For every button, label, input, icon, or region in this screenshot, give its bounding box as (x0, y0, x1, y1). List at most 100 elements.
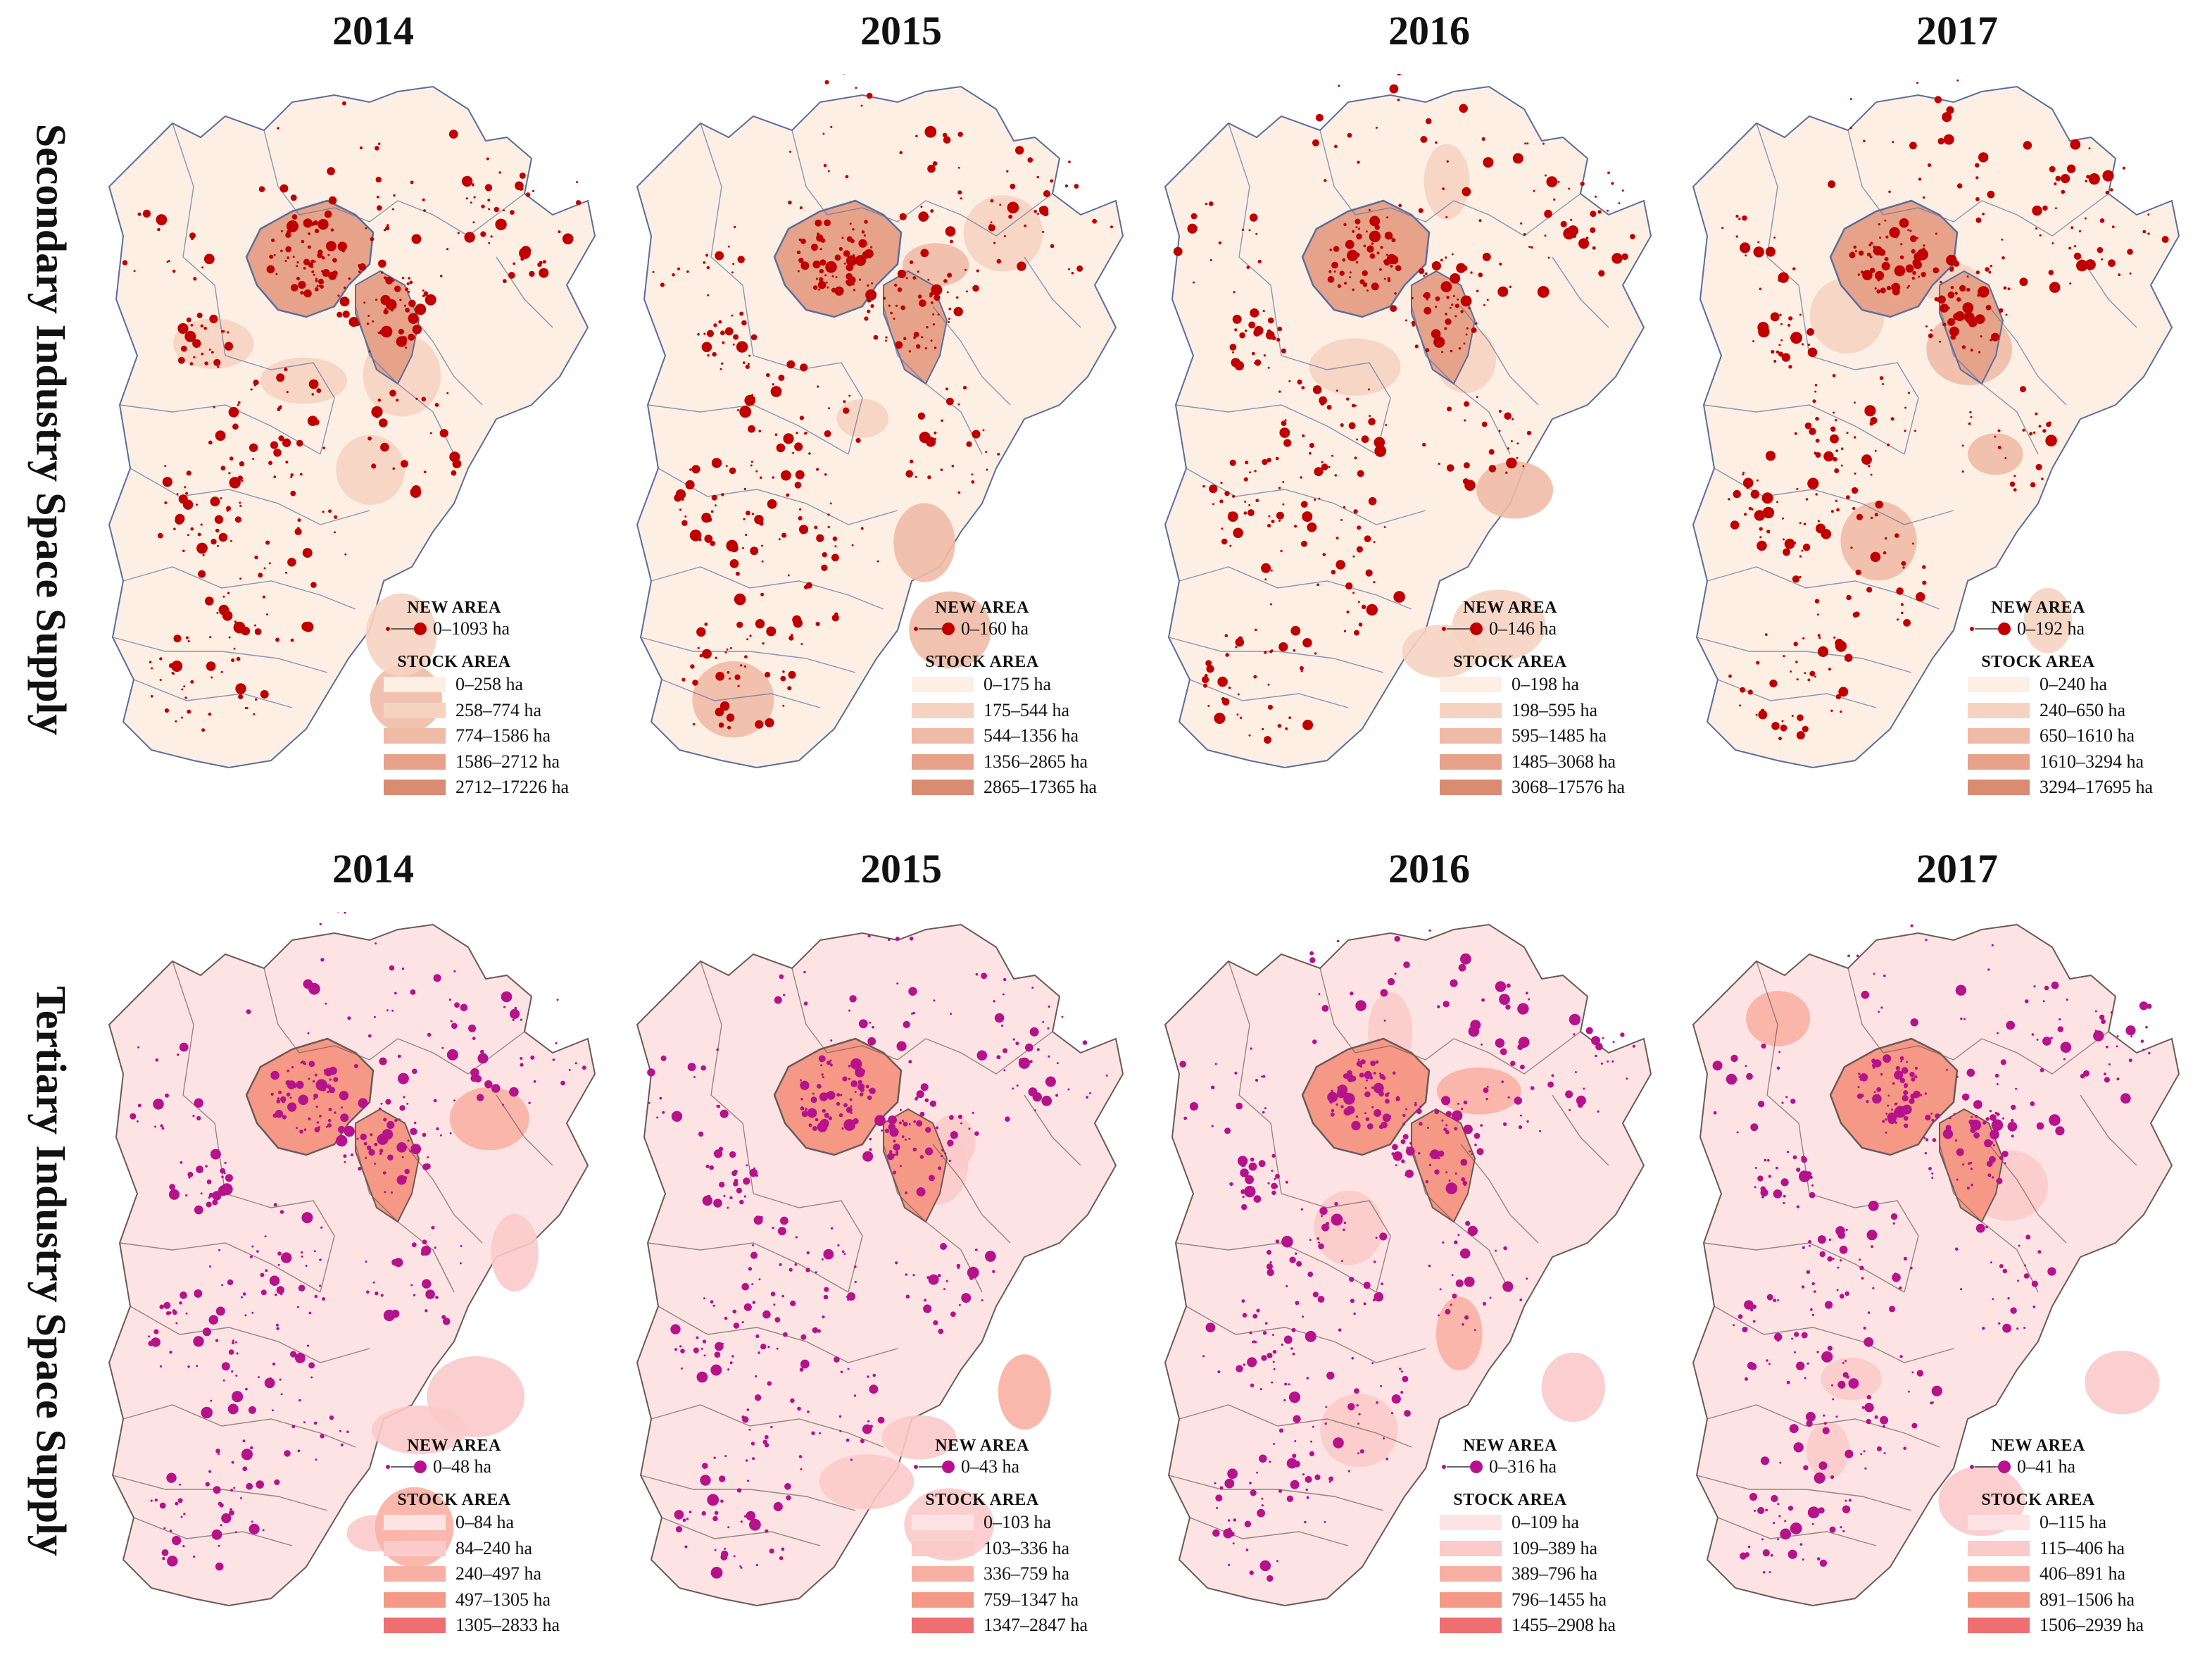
new-area-dot (1316, 1237, 1320, 1240)
new-area-dot (1497, 286, 1509, 297)
new-area-dot (1795, 661, 1798, 663)
new-area-dot (153, 1099, 164, 1110)
new-area-dot (1768, 1175, 1771, 1178)
new-area-dot (934, 431, 937, 434)
new-area-dot (2042, 1000, 2045, 1003)
boundary-line (1281, 355, 1391, 455)
new-area-dot (1956, 297, 1961, 302)
stock-range-label: 0–198 ha (1512, 674, 1580, 695)
new-area-dot (1975, 196, 1980, 201)
stock-swatch (1440, 702, 1502, 718)
new-area-dot (2000, 1059, 2006, 1065)
new-area-dot (1434, 1169, 1440, 1175)
new-area-dot (136, 1120, 139, 1122)
new-area-dot (1394, 292, 1397, 295)
new-area-dot (1922, 565, 1926, 569)
stock-range-label: 175–544 ha (984, 699, 1070, 720)
new-area-dot (460, 1245, 463, 1247)
stock-legend-item: 0–258 ha (384, 672, 644, 698)
new-area-dot (839, 1430, 842, 1432)
new-area-dot (824, 473, 827, 476)
new-area-dot (1264, 736, 1271, 744)
new-area-dot (1937, 295, 1946, 304)
new-area-dot (1819, 1559, 1828, 1567)
new-area-dot (1464, 419, 1466, 422)
new-area-dot (1411, 296, 1414, 299)
new-area-dot (2101, 1019, 2106, 1025)
new-area-dot (749, 634, 752, 637)
new-area-dot (1757, 1101, 1765, 1108)
new-area-dot (336, 1134, 348, 1147)
new-area-dot (1829, 1526, 1836, 1533)
new-area-dot (1916, 592, 1925, 602)
boundary-line (263, 130, 370, 223)
new-area-dot (213, 358, 221, 366)
new-area-dot (837, 1244, 840, 1247)
new-area-dot (862, 1151, 874, 1162)
new-area-dot (1833, 411, 1835, 414)
new-area-dot (1299, 665, 1304, 670)
new-area-dot (169, 1184, 175, 1190)
new-area-dot (441, 1046, 444, 1049)
new-area-dot (1029, 1027, 1039, 1037)
new-area-row: 0–41 ha (1968, 1456, 2212, 1478)
new-area-dot (1249, 1570, 1254, 1575)
new-area-dot (1863, 139, 1866, 143)
new-area-dot (1748, 506, 1752, 511)
new-area-dot (1750, 1123, 1759, 1132)
stock-range-label: 774–1586 ha (455, 725, 551, 746)
new-area-dot (1270, 569, 1273, 572)
new-area-dot (1750, 489, 1760, 499)
new-area-dot (172, 1309, 176, 1313)
new-area-dot (1387, 977, 1395, 986)
new-area-dot (660, 1055, 667, 1061)
new-area-dot (1544, 234, 1547, 237)
new-area-range: 0–316 ha (1489, 1456, 1557, 1477)
new-area-dot (1442, 187, 1445, 191)
new-area-dot (765, 718, 774, 727)
new-area-dot (1502, 1122, 1507, 1127)
new-area-dot (376, 195, 379, 199)
new-area-dot (781, 470, 791, 481)
new-area-dot (1441, 351, 1443, 354)
new-area-dot (228, 636, 231, 639)
new-area-dot (1422, 294, 1425, 297)
new-area-dot (2035, 227, 2037, 230)
dot-size-symbol (386, 1461, 427, 1473)
stock-swatch (912, 1540, 974, 1556)
new-area-dot (1304, 1520, 1307, 1524)
new-area-dot (1038, 206, 1043, 211)
new-area-dot (729, 677, 731, 680)
new-area-dot (508, 272, 515, 279)
boundary-line (1411, 1144, 1511, 1293)
new-area-dot (270, 1092, 274, 1096)
stock-legend-item: 258–774 ha (384, 698, 644, 724)
new-area-dot (1259, 1454, 1267, 1463)
new-area-dot (803, 1001, 808, 1006)
new-area-dot (251, 1520, 253, 1523)
new-area-dot (2070, 139, 2081, 150)
new-area-dot (1314, 499, 1316, 501)
new-area-dot (235, 1375, 238, 1377)
new-area-dot (1254, 325, 1264, 335)
new-area-dot (1949, 326, 1959, 337)
new-area-dot (1874, 287, 1877, 290)
new-area-dot (192, 1115, 195, 1118)
new-area-dot (403, 1096, 406, 1099)
new-area-dot (944, 1152, 947, 1155)
boundary-line (122, 566, 356, 610)
new-area-dot (1845, 1228, 1848, 1231)
new-area-dot (806, 264, 809, 267)
new-area-dot (314, 1073, 318, 1077)
new-area-dot (1320, 1215, 1323, 1218)
new-area-dot (895, 304, 898, 307)
new-area-dot (1514, 1096, 1522, 1105)
new-area-dot (1523, 233, 1526, 236)
new-area-dot (727, 725, 731, 730)
new-area-dot (201, 352, 204, 356)
new-area-dot (1468, 307, 1471, 310)
new-area-dot (681, 677, 686, 682)
new-area-dot (901, 1135, 905, 1138)
new-area-dot (827, 525, 830, 529)
new-area-dot (228, 1349, 234, 1355)
